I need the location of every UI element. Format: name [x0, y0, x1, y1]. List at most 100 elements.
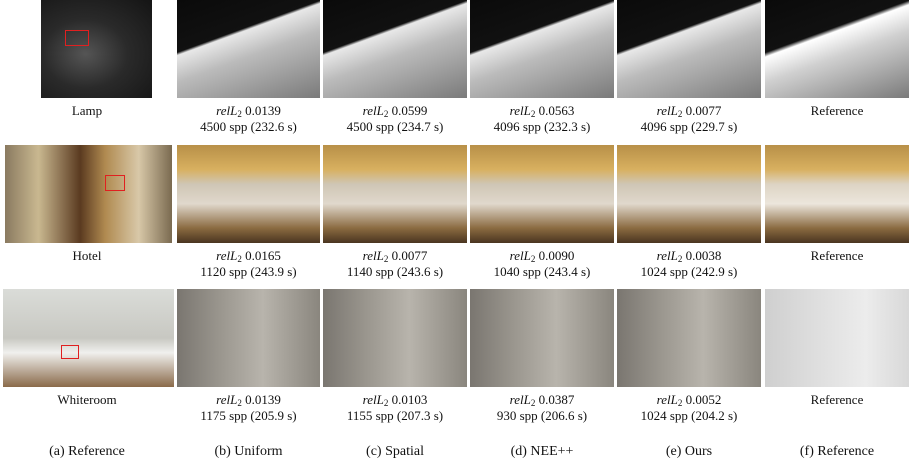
crop-image: [470, 145, 614, 243]
reference-caption: Reference: [765, 392, 909, 408]
error-line: relL2 0.0563: [470, 103, 614, 119]
error-line: relL2 0.0139: [177, 392, 320, 408]
error-value: 0.0052: [686, 392, 722, 407]
metric-subscript: 2: [531, 254, 536, 264]
crop-image: [617, 145, 761, 243]
highlight-box: [65, 30, 89, 46]
highlight-box: [61, 345, 79, 359]
error-value: 0.0563: [539, 103, 575, 118]
metric-subscript: 2: [531, 109, 536, 119]
error-line: relL2 0.0103: [323, 392, 467, 408]
highlight-box: [105, 175, 125, 191]
metric-subscript: 2: [384, 254, 389, 264]
error-value: 0.0103: [392, 392, 428, 407]
error-value: 0.0090: [539, 248, 575, 263]
crop-image: [323, 0, 467, 98]
metric-subscript: 2: [237, 254, 242, 264]
crop-image: [177, 145, 320, 243]
metric-name: relL: [363, 248, 384, 263]
metric-name: relL: [216, 103, 237, 118]
error-value: 0.0165: [245, 248, 281, 263]
error-line: relL2 0.0052: [617, 392, 761, 408]
error-value: 0.0077: [392, 248, 428, 263]
samples-time: 4500 spp (234.7 s): [323, 119, 467, 135]
metric-subscript: 2: [237, 398, 242, 408]
crop-image: [323, 145, 467, 243]
metric-subscript: 2: [678, 398, 683, 408]
error-value: 0.0387: [539, 392, 575, 407]
samples-time: 4500 spp (232.6 s): [177, 119, 320, 135]
metric-name: relL: [510, 392, 531, 407]
metric-subscript: 2: [678, 254, 683, 264]
reference-crop: [765, 145, 909, 243]
metric-subscript: 2: [678, 109, 683, 119]
reference-caption: Reference: [765, 103, 909, 119]
error-line: relL2 0.0038: [617, 248, 761, 264]
crop-image: [323, 289, 467, 387]
error-value: 0.0038: [686, 248, 722, 263]
metric-name: relL: [510, 248, 531, 263]
crop-image: [617, 289, 761, 387]
samples-time: 1024 spp (204.2 s): [617, 408, 761, 424]
crop-image: [617, 0, 761, 98]
metric-subscript: 2: [384, 109, 389, 119]
samples-time: 1140 spp (243.6 s): [323, 264, 467, 280]
crop-image: [177, 0, 320, 98]
error-line: relL2 0.0077: [323, 248, 467, 264]
metric-name: relL: [216, 392, 237, 407]
error-line: relL2 0.0139: [177, 103, 320, 119]
column-label: (a) Reference: [0, 444, 174, 460]
error-line: relL2 0.0077: [617, 103, 761, 119]
metric-name: relL: [657, 392, 678, 407]
scene-image: [5, 145, 172, 243]
scene-name: Lamp: [0, 103, 174, 119]
metric-name: relL: [657, 103, 678, 118]
metric-name: relL: [510, 103, 531, 118]
crop-image: [177, 289, 320, 387]
column-label: (d) NEE++: [470, 444, 614, 460]
metric-subscript: 2: [237, 109, 242, 119]
crop-image: [470, 289, 614, 387]
samples-time: 1155 spp (207.3 s): [323, 408, 467, 424]
column-label: (c) Spatial: [323, 444, 467, 460]
crop-image: [470, 0, 614, 98]
metric-name: relL: [363, 103, 384, 118]
column-label: (f) Reference: [765, 444, 909, 460]
samples-time: 1120 spp (243.9 s): [177, 264, 320, 280]
reference-caption: Reference: [765, 248, 909, 264]
scene-image: [3, 289, 174, 387]
metric-subscript: 2: [384, 398, 389, 408]
samples-time: 930 spp (206.6 s): [470, 408, 614, 424]
metric-name: relL: [657, 248, 678, 263]
error-value: 0.0139: [245, 103, 281, 118]
error-value: 0.0599: [392, 103, 428, 118]
samples-time: 1175 spp (205.9 s): [177, 408, 320, 424]
scene-name: Whiteroom: [0, 392, 174, 408]
samples-time: 4096 spp (229.7 s): [617, 119, 761, 135]
error-line: relL2 0.0165: [177, 248, 320, 264]
error-value: 0.0139: [245, 392, 281, 407]
scene-image: [41, 0, 152, 98]
metric-name: relL: [363, 392, 384, 407]
error-line: relL2 0.0387: [470, 392, 614, 408]
error-value: 0.0077: [686, 103, 722, 118]
reference-crop: [765, 289, 909, 387]
column-label: (b) Uniform: [177, 444, 320, 460]
metric-subscript: 2: [531, 398, 536, 408]
scene-name: Hotel: [0, 248, 174, 264]
samples-time: 1024 spp (242.9 s): [617, 264, 761, 280]
error-line: relL2 0.0090: [470, 248, 614, 264]
error-line: relL2 0.0599: [323, 103, 467, 119]
samples-time: 1040 spp (243.4 s): [470, 264, 614, 280]
